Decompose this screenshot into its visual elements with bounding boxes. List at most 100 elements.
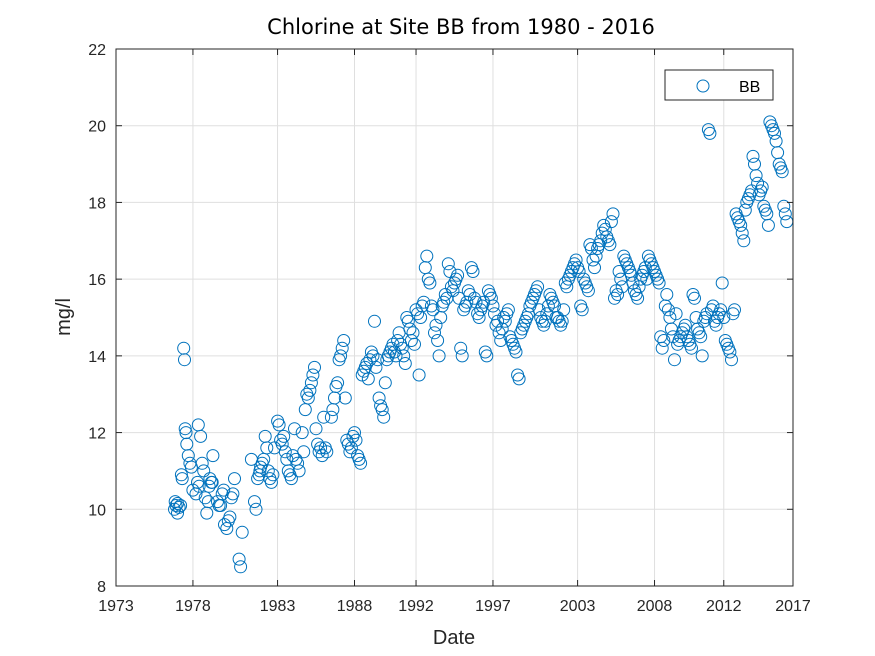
x-tick-label: 2003 bbox=[560, 598, 596, 615]
y-tick-label: 22 bbox=[88, 42, 106, 59]
data-point bbox=[417, 295, 431, 309]
data-point bbox=[768, 126, 781, 140]
data-point bbox=[349, 433, 363, 447]
x-axis-label: Date bbox=[433, 627, 475, 649]
data-point bbox=[723, 345, 737, 359]
x-tick-label: 1973 bbox=[98, 598, 134, 615]
data-point bbox=[378, 376, 392, 390]
data-point bbox=[603, 238, 617, 252]
data-point bbox=[572, 265, 586, 278]
data-point bbox=[611, 288, 625, 301]
data-point bbox=[685, 341, 698, 355]
data-point bbox=[466, 265, 480, 278]
data-point bbox=[235, 525, 249, 539]
data-point bbox=[375, 403, 389, 417]
data-point bbox=[175, 472, 189, 486]
legend-marker-icon bbox=[696, 79, 710, 93]
x-tick-label: 1983 bbox=[260, 598, 296, 615]
data-point bbox=[368, 314, 381, 328]
data-point bbox=[301, 391, 315, 405]
data-point bbox=[398, 357, 412, 370]
data-point bbox=[484, 291, 498, 305]
data-point bbox=[612, 265, 626, 278]
data-point bbox=[320, 445, 334, 459]
data-point bbox=[174, 499, 188, 512]
data-point bbox=[486, 299, 500, 313]
data-point bbox=[660, 288, 674, 301]
data-point bbox=[331, 376, 345, 390]
data-point bbox=[324, 410, 338, 424]
data-point bbox=[432, 349, 446, 363]
data-point bbox=[454, 341, 468, 355]
data-point bbox=[260, 441, 274, 455]
y-tick-labels: 8 10 12 14 16 18 20 22 bbox=[88, 42, 106, 596]
data-point bbox=[295, 426, 309, 440]
data-point bbox=[198, 491, 212, 505]
data-point bbox=[455, 349, 469, 363]
x-tick-label: 1992 bbox=[398, 598, 434, 615]
data-point bbox=[338, 391, 352, 405]
data-point bbox=[217, 483, 231, 497]
data-point bbox=[688, 291, 701, 305]
series-bb-points bbox=[168, 115, 794, 574]
data-point bbox=[297, 445, 311, 459]
data-point bbox=[284, 472, 298, 486]
data-point bbox=[291, 456, 305, 470]
data-point bbox=[725, 353, 738, 367]
data-point bbox=[275, 437, 289, 451]
data-point bbox=[423, 276, 437, 290]
data-point bbox=[480, 349, 494, 363]
y-tick-label: 20 bbox=[88, 119, 106, 136]
data-point bbox=[304, 376, 318, 390]
data-point bbox=[377, 410, 391, 424]
data-point bbox=[557, 303, 571, 317]
data-point bbox=[429, 318, 443, 332]
y-tick-label: 10 bbox=[88, 502, 106, 519]
data-point bbox=[746, 149, 760, 163]
data-point bbox=[369, 360, 383, 374]
data-point bbox=[303, 383, 317, 397]
data-point bbox=[178, 353, 191, 367]
data-point bbox=[202, 479, 216, 493]
data-point bbox=[361, 372, 375, 386]
data-point bbox=[315, 449, 329, 463]
x-tick-labels: 1973 1978 1983 1988 1992 1997 2003 2008 2012 2017 bbox=[98, 598, 811, 615]
y-tick-label: 12 bbox=[88, 426, 106, 443]
data-point bbox=[737, 234, 751, 248]
data-point bbox=[277, 429, 291, 443]
x-tick-label: 1997 bbox=[475, 598, 511, 615]
data-point bbox=[608, 291, 621, 305]
x-tick-label: 1988 bbox=[337, 598, 373, 615]
data-point bbox=[640, 272, 654, 286]
data-point bbox=[412, 368, 426, 382]
data-point bbox=[426, 303, 440, 317]
data-point bbox=[272, 418, 286, 432]
data-point bbox=[228, 472, 241, 486]
plot-border bbox=[115, 48, 794, 587]
data-point bbox=[657, 334, 671, 347]
data-point bbox=[248, 495, 261, 509]
plot-area bbox=[116, 49, 793, 586]
data-point bbox=[451, 268, 465, 282]
data-point bbox=[206, 449, 220, 463]
data-point bbox=[669, 307, 683, 321]
data-point bbox=[309, 422, 323, 436]
data-point bbox=[703, 126, 717, 140]
legend-entry-bb: BB bbox=[739, 79, 760, 96]
y-tick-label: 18 bbox=[88, 195, 106, 212]
data-point bbox=[395, 341, 409, 355]
data-point bbox=[335, 341, 349, 355]
data-point bbox=[668, 353, 681, 367]
legend-box bbox=[664, 69, 774, 101]
data-point bbox=[354, 456, 368, 470]
data-point bbox=[223, 510, 237, 524]
data-point bbox=[337, 334, 351, 347]
data-point bbox=[194, 429, 208, 443]
data-point bbox=[397, 349, 411, 363]
x-tick-label: 2012 bbox=[706, 598, 742, 615]
x-tick-label: 2008 bbox=[637, 598, 673, 615]
data-point bbox=[314, 441, 328, 455]
data-point bbox=[749, 169, 763, 183]
data-point bbox=[715, 276, 729, 290]
data-point bbox=[428, 326, 441, 340]
